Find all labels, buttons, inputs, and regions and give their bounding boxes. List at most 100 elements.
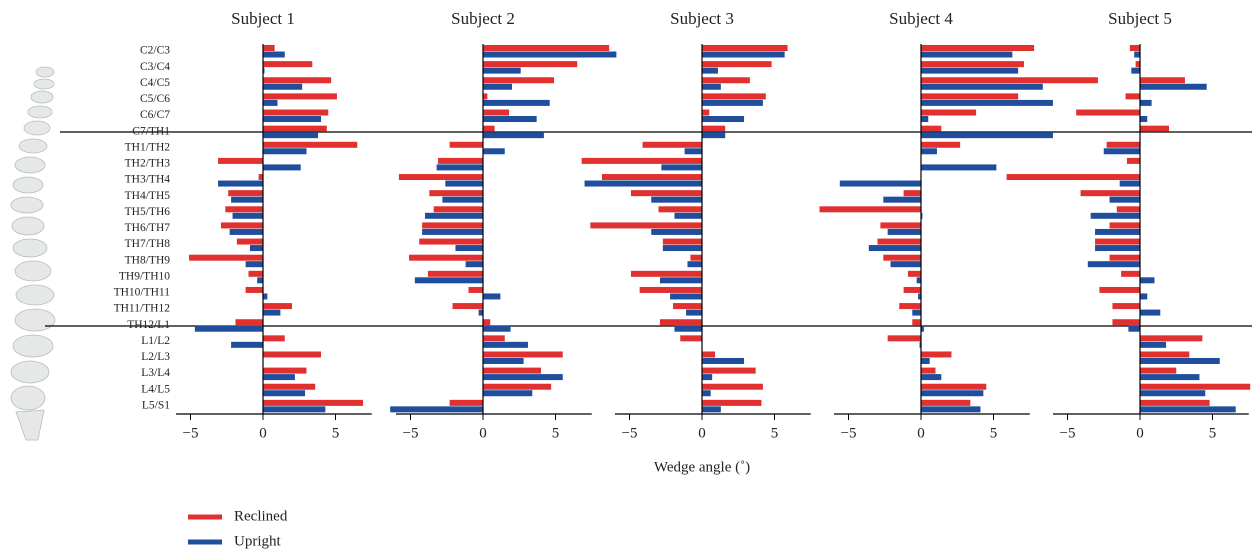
bar — [263, 164, 301, 170]
x-tick-label: 5 — [990, 425, 998, 441]
bar — [1136, 61, 1140, 67]
bar — [195, 326, 263, 332]
category-label: TH12/L1 — [127, 319, 170, 331]
bar — [921, 400, 970, 406]
bar — [702, 100, 763, 106]
bar — [483, 374, 563, 380]
bar — [921, 93, 1018, 99]
bar — [422, 222, 483, 228]
bar — [263, 100, 278, 106]
category-label: TH7/TH8 — [125, 238, 171, 250]
bar — [702, 110, 709, 116]
x-tick-label: 0 — [259, 425, 267, 441]
bar — [1110, 222, 1140, 228]
x-tick-label: −5 — [183, 425, 199, 441]
bar — [878, 239, 922, 245]
bar — [263, 374, 295, 380]
bar — [702, 351, 715, 357]
bar — [590, 222, 702, 228]
bar — [674, 326, 702, 332]
bar — [483, 319, 490, 325]
bar — [602, 174, 702, 180]
bar — [399, 174, 483, 180]
bar — [921, 390, 983, 396]
bar — [921, 368, 936, 374]
bar — [1110, 197, 1140, 203]
bar — [450, 142, 483, 148]
bar — [912, 310, 921, 316]
bar — [921, 374, 941, 380]
bar — [888, 335, 921, 341]
bar — [702, 84, 721, 90]
bar — [263, 310, 280, 316]
panel-title: Subject 2 — [451, 9, 515, 28]
chart: Wedge angle (˚) C2/C3C3/C4C4/C5C5/C6C6/C… — [0, 0, 1252, 557]
bar — [466, 261, 483, 267]
bar — [1007, 174, 1140, 180]
category-label: L2/L3 — [141, 351, 170, 363]
x-tick-label: 0 — [917, 425, 925, 441]
bar — [1110, 255, 1140, 261]
bar — [702, 45, 788, 51]
panel-title: Subject 1 — [231, 9, 295, 28]
bar — [450, 400, 483, 406]
category-label: C7/TH1 — [132, 125, 170, 137]
bar — [674, 213, 702, 219]
x-tick-label: 0 — [1136, 425, 1144, 441]
bar — [233, 213, 263, 219]
category-label: C5/C6 — [140, 93, 170, 105]
x-tick-label: −5 — [403, 425, 419, 441]
bar — [1095, 239, 1140, 245]
bar — [673, 303, 702, 309]
category-label: L3/L4 — [141, 367, 170, 379]
bar — [921, 100, 1053, 106]
bar — [659, 206, 703, 212]
bar — [702, 368, 756, 374]
bar — [660, 277, 702, 283]
bar — [702, 374, 712, 380]
bar — [1140, 406, 1236, 412]
bar — [483, 110, 509, 116]
bar — [1112, 303, 1140, 309]
bar — [263, 45, 275, 51]
bar — [921, 384, 986, 390]
bar — [483, 126, 495, 132]
bar — [263, 384, 315, 390]
bar — [483, 326, 511, 332]
bar — [263, 400, 363, 406]
category-label: C3/C4 — [140, 61, 170, 73]
bar — [437, 164, 483, 170]
bar — [1095, 229, 1140, 235]
x-tick-label: 0 — [698, 425, 706, 441]
bar — [263, 93, 337, 99]
bar — [921, 164, 996, 170]
bar — [483, 61, 577, 67]
bar — [483, 93, 487, 99]
bar — [263, 406, 325, 412]
bar — [250, 245, 263, 251]
bar — [1134, 52, 1140, 58]
bar — [1127, 158, 1140, 164]
bar — [921, 148, 937, 154]
bar — [702, 390, 711, 396]
category-label: TH11/TH12 — [114, 303, 171, 315]
bar — [263, 148, 307, 154]
bar — [702, 132, 725, 138]
bar — [419, 239, 483, 245]
bar — [263, 77, 331, 83]
bar — [908, 271, 921, 277]
bar — [921, 84, 1043, 90]
category-label: L5/S1 — [142, 400, 170, 412]
bar — [899, 303, 921, 309]
bar — [1140, 390, 1205, 396]
bar — [1140, 368, 1176, 374]
bar — [702, 93, 766, 99]
bar — [1140, 277, 1155, 283]
bar — [686, 310, 702, 316]
bar — [680, 335, 702, 341]
bar — [1140, 84, 1207, 90]
bar — [702, 384, 763, 390]
bar — [921, 406, 980, 412]
bar — [921, 61, 1024, 67]
bar — [263, 303, 292, 309]
